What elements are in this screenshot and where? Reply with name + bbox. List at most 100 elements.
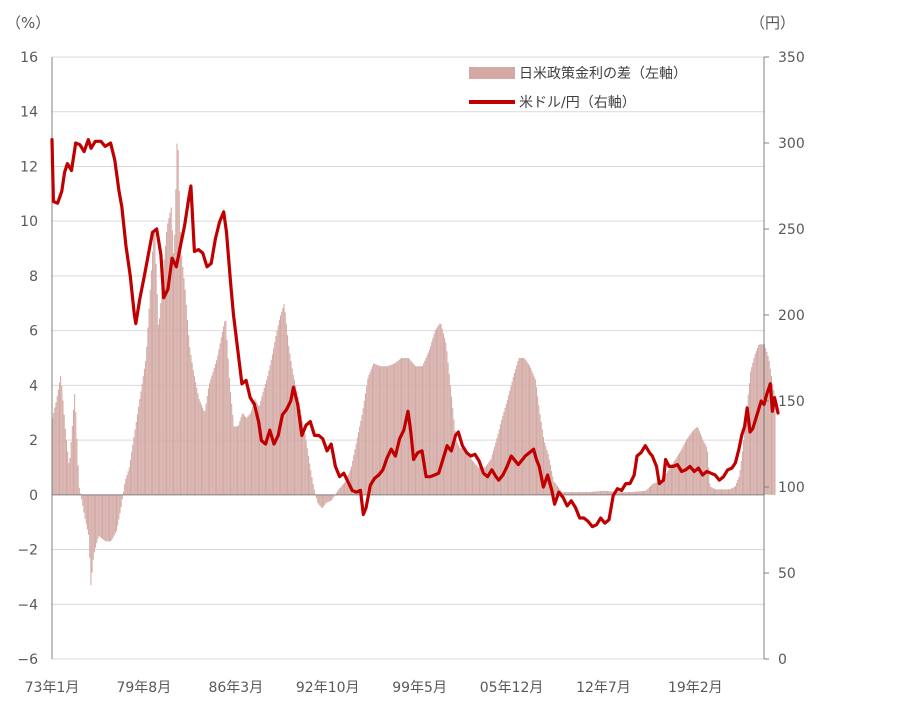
bar <box>713 488 716 495</box>
bar <box>730 488 732 495</box>
x-tick-label: 12年7月 <box>576 680 631 696</box>
bar <box>304 433 306 495</box>
bar <box>287 335 289 495</box>
bar <box>134 429 136 495</box>
bar <box>552 476 554 495</box>
bar <box>235 426 237 495</box>
bar <box>325 494 327 504</box>
bar <box>413 364 415 495</box>
bar <box>75 412 77 495</box>
bar <box>759 344 761 495</box>
bar <box>126 475 128 495</box>
bar <box>618 492 620 495</box>
bar <box>669 467 671 495</box>
bar <box>656 482 659 495</box>
legend-label-bar: 日米政策金利の差（左軸） <box>519 65 687 82</box>
bar <box>572 492 574 495</box>
bar <box>638 491 640 495</box>
bar <box>143 368 145 495</box>
bar <box>651 485 653 495</box>
bar <box>61 385 63 495</box>
bar <box>469 456 471 495</box>
bar <box>704 444 706 495</box>
bar <box>629 492 631 495</box>
bar <box>159 318 161 495</box>
bar <box>454 430 456 495</box>
bar <box>522 358 524 495</box>
bar <box>617 492 619 495</box>
bar <box>708 467 710 495</box>
bar <box>658 481 660 495</box>
bar <box>111 494 113 540</box>
bar <box>588 492 590 495</box>
bar <box>182 266 184 495</box>
bar <box>633 491 635 495</box>
bar <box>544 442 546 495</box>
bar <box>109 494 111 542</box>
bar <box>509 390 511 495</box>
bar <box>605 490 607 495</box>
bar <box>297 396 299 495</box>
bar <box>761 344 763 495</box>
bar <box>594 491 596 495</box>
bar <box>700 433 702 495</box>
bar <box>84 494 86 519</box>
bar <box>298 402 300 495</box>
bar <box>563 492 565 495</box>
bar <box>288 345 290 495</box>
bar <box>611 491 613 495</box>
bar <box>526 362 528 495</box>
bar <box>734 486 736 495</box>
bar <box>575 492 577 495</box>
bar <box>316 494 318 499</box>
bar <box>196 387 198 495</box>
bar <box>653 483 655 495</box>
bar <box>161 288 163 495</box>
bar <box>71 425 73 495</box>
bar <box>418 366 420 495</box>
bar <box>97 494 99 539</box>
bar <box>634 491 636 495</box>
bar <box>240 417 242 495</box>
bar <box>65 440 68 495</box>
bar <box>395 362 397 495</box>
right-tick-label: 50 <box>778 566 796 582</box>
bar <box>419 366 421 495</box>
bar <box>120 494 122 507</box>
bar <box>340 486 342 495</box>
bar <box>590 491 592 495</box>
bar <box>209 383 211 495</box>
bar <box>236 426 239 495</box>
bar <box>703 441 705 495</box>
bar <box>193 376 195 495</box>
bar <box>219 343 221 495</box>
bar <box>598 491 600 495</box>
bar <box>574 492 576 495</box>
bar <box>311 477 313 495</box>
bar <box>459 447 461 495</box>
bar <box>90 494 92 586</box>
bar <box>736 482 738 495</box>
bar <box>166 232 168 495</box>
bar <box>396 361 398 495</box>
bar <box>320 494 322 508</box>
bar <box>359 426 361 495</box>
bar <box>355 443 357 495</box>
bar <box>631 492 633 495</box>
bar <box>67 451 69 495</box>
bar-series-rate-difference <box>52 143 776 586</box>
bar <box>125 478 127 495</box>
bar <box>746 405 748 495</box>
bar <box>538 405 540 495</box>
bar <box>583 492 585 495</box>
bar <box>758 344 760 495</box>
x-tick-label: 73年1月 <box>25 680 80 696</box>
legend-swatch-bar <box>469 67 515 79</box>
bar <box>91 494 93 573</box>
bar <box>327 494 329 503</box>
bar <box>160 303 162 495</box>
legend: 日米政策金利の差（左軸） 米ドル/円（右軸） <box>469 65 687 111</box>
bar <box>470 459 472 495</box>
bar <box>702 439 704 495</box>
bar <box>255 401 257 495</box>
